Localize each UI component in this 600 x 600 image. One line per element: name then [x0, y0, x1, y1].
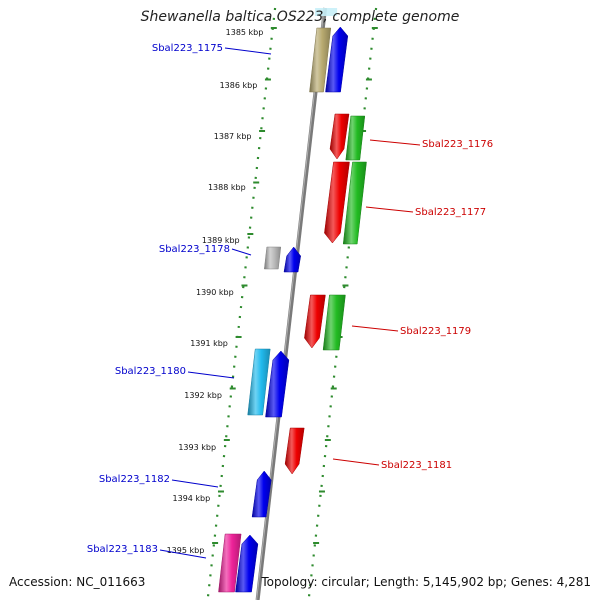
- gene-feature-red[interactable]: [284, 427, 305, 475]
- gene-sbal223-1175[interactable]: Sbal223_1175: [152, 26, 349, 93]
- gene-leader-line: [171, 479, 219, 488]
- kbp-label: 1387 kbp: [214, 132, 252, 141]
- gene-feature-partial: [315, 8, 338, 16]
- gene-sbal223-1181[interactable]: Sbal223_1181: [284, 427, 452, 475]
- gene-feature-khaki[interactable]: [309, 27, 332, 93]
- gene-label[interactable]: Sbal223_1178: [159, 244, 230, 255]
- gene-leader-line: [224, 47, 272, 55]
- gene-feature-red[interactable]: [329, 113, 350, 160]
- gene-feature-green[interactable]: [322, 294, 346, 351]
- gene-sbal223-1177[interactable]: Sbal223_1177: [324, 161, 486, 245]
- kbp-label: 1393 kbp: [178, 443, 216, 452]
- gene-feature-blue[interactable]: [235, 534, 259, 593]
- gene-leader-line: [231, 248, 252, 256]
- gene-label[interactable]: Sbal223_1177: [415, 207, 486, 218]
- gene-feature-gray[interactable]: [264, 246, 282, 270]
- gene-feature-blue[interactable]: [251, 470, 272, 518]
- kbp-label: 1388 kbp: [208, 183, 246, 192]
- gene-sbal223-1178[interactable]: Sbal223_1178: [159, 244, 301, 273]
- gene-sbal223-1183[interactable]: Sbal223_1183: [87, 533, 259, 593]
- gene-label[interactable]: Sbal223_1182: [99, 474, 170, 485]
- gene-label[interactable]: Sbal223_1183: [87, 544, 158, 555]
- gene-feature-blue[interactable]: [283, 246, 301, 273]
- gene-feature-red[interactable]: [324, 161, 350, 244]
- gene-feature-magenta[interactable]: [218, 533, 242, 593]
- kbp-label: 1385 kbp: [226, 28, 264, 37]
- gene-leader-line: [187, 371, 235, 379]
- genome-summary-text: Topology: circular; Length: 5,145,902 bp…: [261, 575, 591, 589]
- kbp-label: 1389 kbp: [202, 236, 240, 245]
- accession-text: Accession: NC_011663: [9, 575, 146, 589]
- kbp-label: 1386 kbp: [220, 81, 258, 90]
- gene-feature-blue[interactable]: [265, 350, 290, 418]
- gene-label[interactable]: Sbal223_1181: [381, 460, 452, 471]
- gene-leader-line: [332, 458, 380, 466]
- gene-feature-green[interactable]: [345, 115, 366, 161]
- gene-feature-cyan[interactable]: [247, 348, 271, 416]
- genome-title: Shewanella baltica OS223, complete genom…: [140, 9, 460, 25]
- gene-label[interactable]: Sbal223_1175: [152, 43, 223, 54]
- gene-sbal223-1182[interactable]: Sbal223_1182: [99, 470, 272, 518]
- kbp-label: 1395 kbp: [167, 546, 205, 555]
- gene-leader-line: [365, 206, 414, 213]
- gene-sbal223-1176[interactable]: Sbal223_1176: [329, 113, 493, 161]
- kbp-label: 1390 kbp: [196, 288, 234, 297]
- kbp-label: 1394 kbp: [173, 494, 211, 503]
- gene-feature-green[interactable]: [342, 161, 367, 245]
- gene-feature-blue[interactable]: [325, 26, 349, 93]
- gene-leader-line: [351, 325, 399, 332]
- gene-leader-line: [159, 549, 207, 559]
- gene-label[interactable]: Sbal223_1180: [115, 366, 186, 377]
- gene-label[interactable]: Sbal223_1176: [422, 139, 493, 150]
- gene-sbal223-1179[interactable]: Sbal223_1179: [304, 294, 471, 351]
- kbp-label: 1392 kbp: [184, 391, 222, 400]
- kbp-label: 1391 kbp: [190, 339, 228, 348]
- gene-feature-red[interactable]: [304, 294, 326, 349]
- gene-leader-line: [369, 139, 421, 146]
- gene-label[interactable]: Sbal223_1179: [400, 326, 471, 337]
- genome-backbone: [255, 7, 328, 600]
- gene-sbal223-1180[interactable]: Sbal223_1180: [115, 348, 290, 418]
